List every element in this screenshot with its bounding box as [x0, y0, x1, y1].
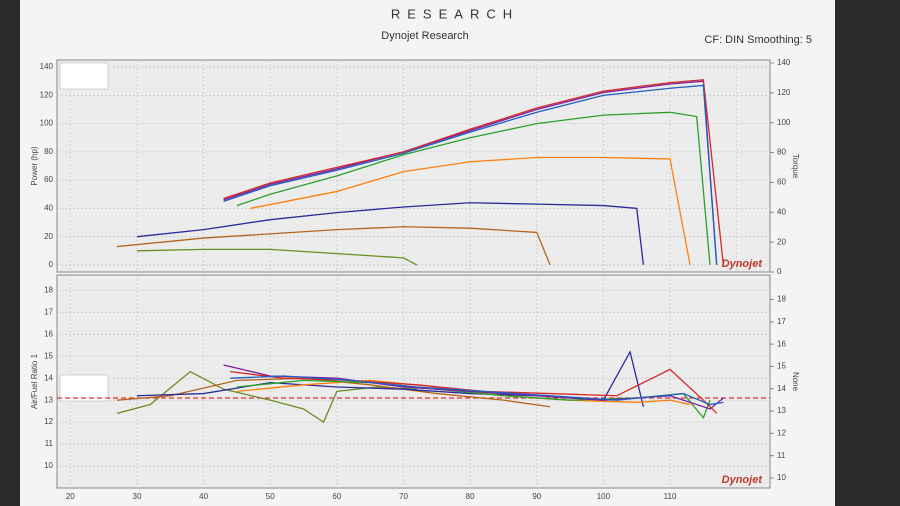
y-tick-label: 13 — [44, 395, 53, 404]
x-tick-label: 90 — [532, 492, 541, 501]
plot-area — [56, 274, 771, 489]
y2-tick-label: 60 — [777, 178, 786, 187]
y-tick-label: 0 — [49, 260, 54, 269]
y2-tick-label: 12 — [777, 428, 786, 437]
y2-tick-label: 120 — [777, 88, 791, 97]
y-tick-label: 14 — [44, 373, 53, 382]
x-tick-label: 40 — [199, 492, 208, 501]
y-tick-label: 120 — [40, 90, 54, 99]
y2-tick-label: 100 — [777, 118, 791, 127]
y2-tick-label: 10 — [777, 473, 786, 482]
series-line — [223, 80, 718, 265]
x-tick-label: 60 — [332, 492, 341, 501]
series-line — [223, 79, 725, 266]
y2-tick-label: 17 — [777, 317, 786, 326]
brand: RESEARCH — [391, 6, 519, 21]
y-tick-label: 140 — [40, 62, 54, 71]
y-axis-label: Air/Fuel Ratio 1 — [30, 353, 39, 409]
series-line — [136, 202, 645, 266]
series-line — [250, 156, 691, 266]
series-line — [236, 379, 711, 420]
settings: CF: DIN Smoothing: 5 — [704, 34, 812, 46]
x-tick-label: 30 — [133, 492, 142, 501]
series-line — [136, 248, 418, 266]
x-tick-label: 20 — [66, 492, 75, 501]
series-line — [223, 84, 718, 265]
series-line — [230, 368, 718, 414]
watermark: Dynojet — [722, 474, 764, 486]
x-tick-label: 50 — [266, 492, 275, 501]
series-line — [230, 375, 724, 406]
y2-tick-label: 40 — [777, 207, 786, 216]
y2-tick-label: 16 — [777, 339, 786, 348]
y2-tick-label: 140 — [777, 58, 791, 67]
series-line — [116, 226, 551, 266]
x-tick-label: 110 — [664, 492, 677, 501]
y-tick-label: 100 — [40, 119, 54, 128]
y-tick-label: 12 — [44, 417, 53, 426]
y-tick-label: 40 — [44, 204, 53, 213]
y-tick-label: 17 — [44, 307, 53, 316]
title: Dynojet Research — [381, 30, 468, 42]
y2-tick-label: 15 — [777, 362, 786, 371]
y-tick-label: 11 — [45, 439, 54, 448]
watermark: Dynojet — [722, 258, 764, 270]
legend-box — [59, 374, 109, 402]
y-tick-label: 60 — [44, 175, 53, 184]
x-tick-label: 80 — [466, 492, 475, 501]
y-axis-label: Power (hp) — [30, 146, 39, 185]
legend-box — [59, 62, 109, 90]
y2-axis-label: Torque — [791, 154, 800, 179]
y-tick-label: 18 — [44, 285, 53, 294]
series-line — [116, 370, 417, 424]
x-tick-label: 70 — [399, 492, 408, 501]
y2-tick-label: 11 — [777, 451, 786, 460]
y2-tick-label: 20 — [777, 237, 786, 246]
x-tick-label: 100 — [597, 492, 611, 501]
y2-tick-label: 14 — [777, 384, 786, 393]
y2-tick-label: 80 — [777, 148, 786, 157]
y2-tick-label: 18 — [777, 295, 786, 304]
y2-axis-label: None — [791, 372, 800, 392]
y-tick-label: 80 — [44, 147, 53, 156]
y2-tick-label: 0 — [777, 267, 782, 276]
y2-tick-label: 13 — [777, 406, 786, 415]
y-tick-label: 10 — [44, 461, 53, 470]
y-tick-label: 15 — [44, 351, 53, 360]
plot-area — [56, 59, 771, 273]
series-line — [236, 111, 711, 265]
y-tick-label: 16 — [44, 329, 53, 338]
y-tick-label: 20 — [44, 232, 53, 241]
series-line — [136, 350, 645, 407]
